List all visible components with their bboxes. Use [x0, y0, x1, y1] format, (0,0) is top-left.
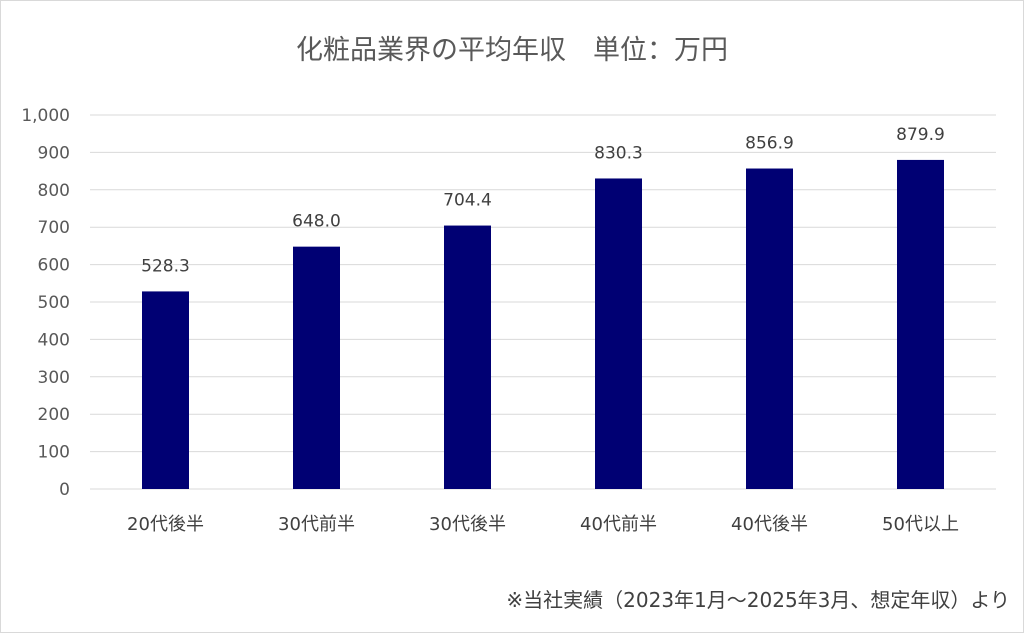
data-label: 830.3	[594, 143, 643, 163]
data-labels: 528.3 648.0 704.4 830.3 856.9 879.9	[141, 125, 945, 276]
y-tick-label: 400	[38, 330, 70, 350]
y-tick-label: 0	[59, 480, 70, 500]
footnote: ※当社実績（2023年1月～2025年3月、想定年収）より	[506, 588, 1010, 612]
gridlines	[90, 114, 996, 490]
bar	[444, 225, 491, 490]
data-label: 648.0	[292, 212, 341, 232]
y-tick-label: 300	[38, 368, 70, 388]
chart-title: 化粧品業界の平均年収 単位：万円	[296, 35, 728, 66]
y-tick-label: 200	[38, 405, 70, 425]
bar	[897, 159, 944, 489]
y-axis-ticks: 0 100 200 300 400 500 600 700 800 900 1,000	[21, 106, 70, 500]
bar	[746, 168, 793, 489]
bar	[293, 246, 340, 489]
y-tick-label: 700	[38, 218, 70, 238]
y-tick-label: 900	[38, 143, 70, 163]
data-label: 879.9	[896, 125, 945, 145]
y-tick-label: 500	[38, 293, 70, 313]
x-tick-label: 40代前半	[580, 514, 657, 535]
x-tick-label: 50代以上	[882, 514, 959, 535]
bars	[142, 159, 944, 490]
x-tick-label: 30代前半	[278, 514, 355, 535]
bar	[142, 291, 189, 489]
y-tick-label: 1,000	[21, 106, 70, 126]
x-axis-ticks: 20代後半 30代前半 30代後半 40代前半 40代後半 50代以上	[127, 514, 959, 535]
bar	[595, 178, 642, 489]
x-tick-label: 30代後半	[429, 514, 506, 535]
data-label: 856.9	[745, 134, 794, 154]
y-tick-label: 800	[38, 181, 70, 201]
y-tick-label: 100	[38, 443, 70, 463]
x-tick-label: 40代後半	[731, 514, 808, 535]
data-label: 528.3	[141, 256, 190, 276]
y-tick-label: 600	[38, 256, 70, 276]
data-label: 704.4	[443, 191, 492, 211]
x-tick-label: 20代後半	[127, 514, 204, 535]
